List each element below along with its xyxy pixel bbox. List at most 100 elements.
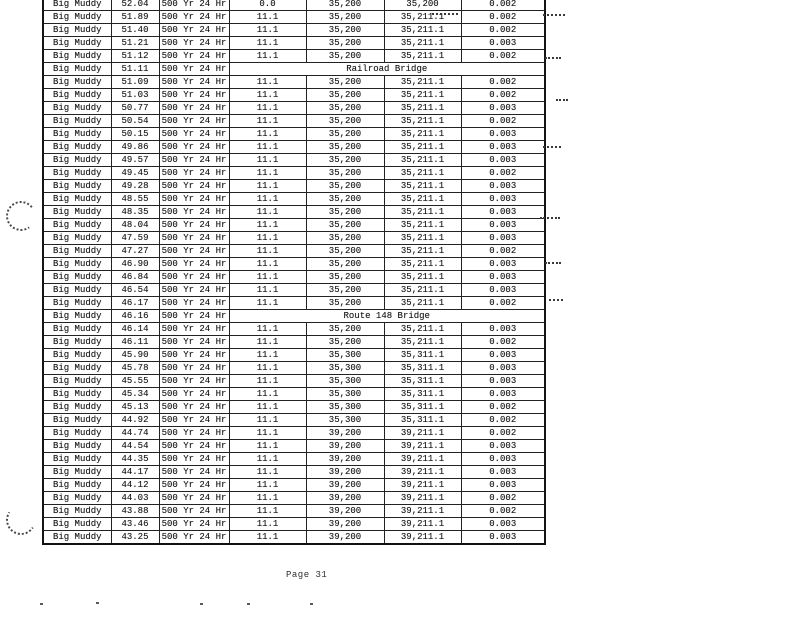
value-cell: 39,200 — [305, 504, 385, 518]
value-cell: 11.1 — [228, 36, 307, 50]
station-cell: 44.92 — [110, 413, 160, 427]
value-cell: 0.003 — [460, 36, 546, 50]
station-cell: 43.25 — [110, 530, 160, 545]
value-cell: 35,200 — [305, 205, 385, 219]
profile-cell: 500 Yr 24 Hr — [158, 361, 230, 375]
value-cell: 11.1 — [228, 387, 307, 401]
bridge-cell: Railroad Bridge — [228, 62, 546, 76]
value-cell: 11.1 — [228, 179, 307, 193]
river-cell: Big Muddy — [42, 426, 112, 440]
value-cell: 35,300 — [305, 387, 385, 401]
profile-cell: 500 Yr 24 Hr — [158, 62, 230, 76]
value-cell: 35,300 — [305, 361, 385, 375]
river-cell: Big Muddy — [42, 127, 112, 141]
station-cell: 44.03 — [110, 491, 160, 505]
value-cell: 11.1 — [228, 75, 307, 89]
profile-cell: 500 Yr 24 Hr — [158, 179, 230, 193]
value-cell: 11.1 — [228, 504, 307, 518]
value-cell: 35,211.1 — [383, 244, 462, 258]
table-row: Big Muddy 48.35 500 Yr 24 Hr 11.1 35,200 35,2… — [42, 205, 546, 219]
river-cell: Big Muddy — [42, 88, 112, 102]
profile-cell: 500 Yr 24 Hr — [158, 270, 230, 284]
river-cell: Big Muddy — [42, 166, 112, 180]
profile-cell: 500 Yr 24 Hr — [158, 296, 230, 310]
value-cell: 11.1 — [228, 10, 307, 24]
table-row: Big Muddy 44.54 500 Yr 24 Hr 11.1 39,200 39,2… — [42, 439, 546, 453]
value-cell: 0.002 — [460, 23, 546, 37]
value-cell: 11.1 — [228, 517, 307, 531]
value-cell: 39,200 — [305, 478, 385, 492]
value-cell: 35,200 — [305, 75, 385, 89]
value-cell: 39,200 — [305, 491, 385, 505]
station-cell: 46.84 — [110, 270, 160, 284]
value-cell: 0.003 — [460, 179, 546, 193]
scan-speck — [247, 603, 250, 605]
profile-cell: 500 Yr 24 Hr — [158, 166, 230, 180]
value-cell: 35,200 — [383, 0, 462, 11]
hole-punch-mark-bottom — [3, 502, 39, 538]
river-cell: Big Muddy — [42, 517, 112, 531]
value-cell: 0.003 — [460, 270, 546, 284]
value-cell: 35,211.1 — [383, 179, 462, 193]
value-cell: 0.002 — [460, 166, 546, 180]
profile-cell: 500 Yr 24 Hr — [158, 88, 230, 102]
station-cell: 48.04 — [110, 218, 160, 232]
station-cell: 51.21 — [110, 36, 160, 50]
river-cell: Big Muddy — [42, 491, 112, 505]
value-cell: 0.002 — [460, 88, 546, 102]
river-cell: Big Muddy — [42, 192, 112, 206]
value-cell: 35,211.1 — [383, 101, 462, 115]
station-cell: 47.27 — [110, 244, 160, 258]
value-cell: 0.003 — [460, 192, 546, 206]
value-cell: 0.002 — [460, 296, 546, 310]
river-cell: Big Muddy — [42, 270, 112, 284]
value-cell: 39,211.1 — [383, 478, 462, 492]
river-cell: Big Muddy — [42, 218, 112, 232]
value-cell: 0.002 — [460, 75, 546, 89]
value-cell: 39,211.1 — [383, 426, 462, 440]
value-cell: 0.002 — [460, 114, 546, 128]
hole-punch-mark-top — [3, 198, 39, 234]
value-cell: 35,200 — [305, 244, 385, 258]
value-cell: 35,211.1 — [383, 218, 462, 232]
value-cell: 39,211.1 — [383, 491, 462, 505]
station-cell: 46.16 — [110, 309, 160, 323]
station-cell: 48.35 — [110, 205, 160, 219]
river-cell: Big Muddy — [42, 49, 112, 63]
river-cell: Big Muddy — [42, 114, 112, 128]
value-cell: 0.003 — [460, 439, 546, 453]
table-row: Big Muddy 43.88 500 Yr 24 Hr 11.1 39,200 39,2… — [42, 504, 546, 518]
value-cell: 35,211.1 — [383, 140, 462, 154]
table-row: Big Muddy 51.21 500 Yr 24 Hr 11.1 35,200 35,2… — [42, 36, 546, 50]
profile-cell: 500 Yr 24 Hr — [158, 10, 230, 24]
profile-cell: 500 Yr 24 Hr — [158, 0, 230, 11]
profile-cell: 500 Yr 24 Hr — [158, 491, 230, 505]
value-cell: 39,200 — [305, 426, 385, 440]
station-cell: 51.89 — [110, 10, 160, 24]
table-row: Big Muddy 45.34 500 Yr 24 Hr 11.1 35,300 35,3… — [42, 387, 546, 401]
value-cell: 35,300 — [305, 348, 385, 362]
table-row: Big Muddy 49.45 500 Yr 24 Hr 11.1 35,200 35,2… — [42, 166, 546, 180]
value-cell: 35,211.1 — [383, 36, 462, 50]
value-cell: 35,211.1 — [383, 23, 462, 37]
profile-cell: 500 Yr 24 Hr — [158, 23, 230, 37]
value-cell: 11.1 — [228, 166, 307, 180]
station-cell: 45.90 — [110, 348, 160, 362]
value-cell: 0.003 — [460, 322, 546, 336]
table-row: Big Muddy 51.12 500 Yr 24 Hr 11.1 35,200 35,2… — [42, 49, 546, 63]
river-cell: Big Muddy — [42, 504, 112, 518]
table-row: Big Muddy 52.04 500 Yr 24 Hr 0.0 35,200 35,20… — [42, 0, 546, 11]
value-cell: 35,211.1 — [383, 257, 462, 271]
value-cell: 11.1 — [228, 49, 307, 63]
table-row: Big Muddy 50.77 500 Yr 24 Hr 11.1 35,200 35,2… — [42, 101, 546, 115]
value-cell: 11.1 — [228, 192, 307, 206]
value-cell: 35,200 — [305, 166, 385, 180]
value-cell: 0.002 — [460, 10, 546, 24]
table-row: Big Muddy 49.28 500 Yr 24 Hr 11.1 35,200 35,2… — [42, 179, 546, 193]
value-cell: 35,200 — [305, 140, 385, 154]
table-row: Big Muddy 51.09 500 Yr 24 Hr 11.1 35,200 35,2… — [42, 75, 546, 89]
value-cell: 11.1 — [228, 335, 307, 349]
profile-cell: 500 Yr 24 Hr — [158, 452, 230, 466]
value-cell: 0.002 — [460, 244, 546, 258]
